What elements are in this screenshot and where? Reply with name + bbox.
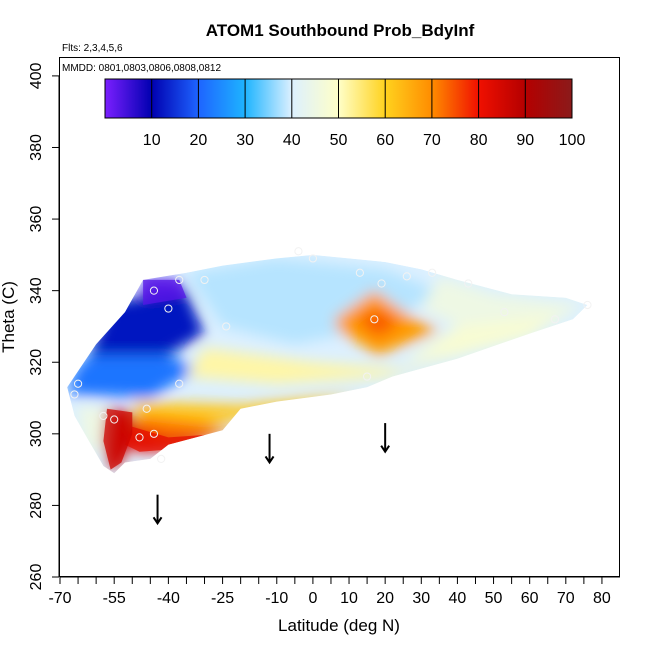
x-tick-label: 0: [308, 590, 317, 607]
colorbar-tick-label: 30: [236, 132, 254, 149]
sample-point: [200, 275, 209, 285]
sample-point: [175, 275, 184, 285]
colorbar: 10 20 30 40 50 60 70 80 90 100: [104, 78, 586, 149]
sample-point: [308, 254, 318, 263]
colorbar-tick-label: 50: [330, 132, 348, 149]
field-region-orange-core-inner: [356, 308, 400, 338]
field-region-pale-center: [186, 347, 476, 384]
y-tick-label: 340: [28, 277, 45, 304]
field-region-blue-band-west: [67, 355, 198, 398]
sample-point: [99, 411, 108, 421]
x-tick-label: 40: [449, 590, 467, 607]
arrow-head: [264, 455, 275, 465]
x-tick-label: 80: [593, 590, 611, 607]
x-tick-label: -40: [157, 590, 180, 607]
y-tick-label: 400: [28, 62, 45, 89]
x-tick-label: -10: [265, 590, 288, 607]
sample-point: [428, 268, 437, 277]
x-tick-label: 30: [412, 590, 430, 607]
sample-point: [377, 279, 386, 288]
x-tick-label: -55: [103, 590, 126, 607]
sample-point: [164, 304, 173, 313]
sample-point: [149, 429, 159, 438]
sample-point: [135, 433, 144, 442]
sample-point: [550, 315, 560, 324]
colorbar-tick-label: 70: [423, 132, 441, 149]
x-tick-label: 70: [557, 590, 575, 607]
sample-points: [70, 247, 592, 463]
sample-point: [583, 300, 592, 310]
heatmap-field: [67, 254, 588, 474]
sample-point: [157, 454, 166, 463]
sample-point: [142, 404, 151, 413]
x-tick-label: 50: [485, 590, 503, 607]
y-tick-label: 300: [28, 420, 45, 447]
x-tick-label: -70: [48, 590, 71, 607]
sample-point: [402, 272, 411, 281]
y-tick-label: 380: [28, 134, 45, 161]
colorbar-tick-label: 60: [376, 132, 394, 149]
colorbar-tick-label: 40: [283, 132, 301, 149]
colorbar-tick-label: 80: [470, 132, 488, 149]
field-core-red-band-lower: [125, 426, 223, 452]
field-region-pale-east: [403, 315, 559, 363]
sample-point: [362, 372, 372, 381]
sample-point: [355, 268, 364, 277]
y-tick-label: 320: [28, 349, 45, 376]
field-core-cold-top-west: [143, 279, 187, 305]
colorbar-tick-label: 10: [143, 132, 161, 149]
x-tick-label: 20: [376, 590, 394, 607]
colorbar-tick-label: 90: [516, 132, 534, 149]
flights-note: Flts: 2,3,4,5,6: [62, 43, 123, 54]
sample-point: [222, 322, 231, 331]
sample-point: [294, 247, 303, 256]
x-axis-label: Latitude (deg N): [278, 616, 400, 635]
x-tick-label: 10: [340, 590, 358, 607]
field-region-orange-band-lower: [132, 415, 241, 438]
y-axis: 260 280 300 320 340 360 380 400: [28, 62, 60, 591]
colorbar-tick-label: 20: [190, 132, 208, 149]
sample-point: [110, 415, 119, 424]
y-tick-label: 360: [28, 206, 45, 233]
x-tick-label: -25: [211, 590, 234, 607]
dates-note: MMDD: 0801,0803,0806,0808,0812: [62, 63, 221, 74]
sample-point: [73, 379, 83, 388]
field-core-red-sliver-south: [103, 408, 133, 470]
sample-point: [464, 279, 473, 288]
sample-point: [370, 315, 379, 324]
arrow-head: [380, 445, 390, 454]
y-tick-label: 280: [28, 492, 45, 519]
y-tick-label: 260: [28, 564, 45, 591]
field-region-bottom-light-west: [78, 405, 107, 459]
arrows: [152, 423, 390, 526]
arrow-head: [152, 516, 163, 526]
sample-point: [500, 308, 509, 317]
x-tick-label: 60: [521, 590, 539, 607]
sample-point: [175, 379, 184, 388]
y-axis-label: Theta (C): [0, 281, 18, 353]
field-blend: [67, 258, 584, 470]
chart-title: ATOM1 Southbound Prob_BdyInf: [206, 21, 475, 40]
sample-point: [70, 390, 79, 399]
sample-point: [149, 286, 159, 295]
colorbar-tick-label: 100: [559, 132, 586, 149]
x-axis: -70 -55 -40 -25 -10 0 10 20 30 40 50 60 70 80: [48, 576, 620, 607]
